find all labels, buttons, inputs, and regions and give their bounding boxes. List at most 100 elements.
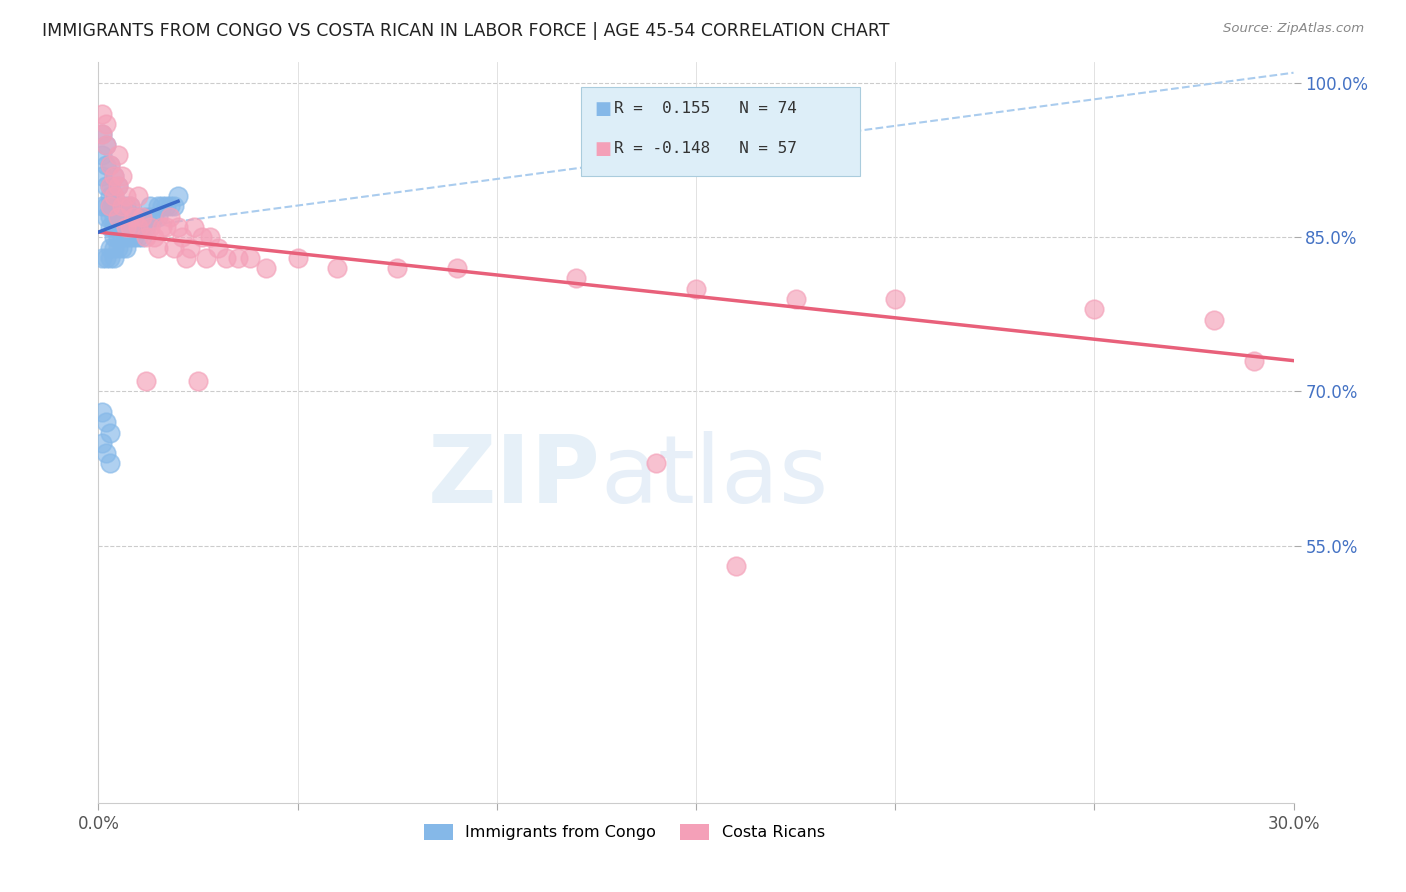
Point [287, 251, 309, 265]
Point [124, 210, 146, 224]
Point [143, 230, 166, 244]
Point [103, 189, 125, 203]
Point [98, 210, 122, 224]
Point [174, 251, 197, 265]
Point [115, 219, 138, 234]
Point [107, 148, 129, 162]
Point [96, 251, 118, 265]
Point [724, 559, 747, 574]
Point [159, 199, 181, 213]
Point [91, 199, 114, 213]
Point [91, 128, 114, 142]
Point [207, 240, 229, 255]
Point [107, 240, 129, 255]
Point [115, 240, 138, 255]
Point [103, 210, 125, 224]
Point [215, 251, 238, 265]
Legend: Immigrants from Congo, Costa Ricans: Immigrants from Congo, Costa Ricans [418, 817, 831, 847]
Point [131, 210, 153, 224]
Point [124, 230, 146, 244]
Point [96, 137, 118, 152]
Point [139, 199, 162, 213]
Point [91, 128, 114, 142]
Point [148, 210, 170, 224]
Point [115, 230, 138, 244]
Point [195, 251, 218, 265]
Point [179, 240, 201, 255]
Point [785, 292, 807, 306]
Point [103, 251, 125, 265]
Point [103, 169, 125, 183]
Point [96, 137, 118, 152]
Point [565, 271, 588, 285]
Point [135, 374, 157, 388]
Point [120, 199, 142, 213]
Point [127, 189, 149, 203]
Point [111, 169, 134, 183]
Point [91, 148, 114, 162]
Point [96, 210, 118, 224]
Point [120, 219, 142, 234]
Point [111, 210, 134, 224]
Point [148, 199, 170, 213]
Point [96, 158, 118, 172]
Point [96, 178, 118, 193]
Point [163, 199, 186, 213]
Text: ■: ■ [595, 100, 612, 118]
Point [111, 199, 134, 213]
Point [98, 158, 122, 172]
Point [127, 219, 149, 234]
Point [107, 178, 129, 193]
Point [135, 230, 157, 244]
Point [127, 230, 149, 244]
Point [98, 457, 122, 471]
Point [91, 251, 114, 265]
Point [191, 230, 214, 244]
Point [107, 210, 129, 224]
Point [135, 219, 157, 234]
Point [884, 292, 907, 306]
Point [115, 199, 138, 213]
Point [91, 405, 114, 419]
Point [124, 219, 146, 234]
Point [150, 199, 173, 213]
Point [91, 436, 114, 450]
Point [172, 230, 194, 244]
Point [135, 210, 157, 224]
Point [96, 117, 118, 131]
Point [96, 415, 118, 429]
Point [111, 240, 134, 255]
Point [111, 219, 134, 234]
Point [127, 210, 149, 224]
Point [120, 199, 142, 213]
Point [127, 219, 149, 234]
Point [326, 261, 349, 276]
Point [155, 199, 177, 213]
Point [103, 230, 125, 244]
Point [143, 210, 166, 224]
Point [155, 219, 177, 234]
Point [167, 219, 190, 234]
Point [103, 189, 125, 203]
Point [1083, 302, 1105, 317]
Text: ■: ■ [595, 140, 612, 158]
Point [254, 261, 277, 276]
Point [103, 169, 125, 183]
Point [226, 251, 249, 265]
Point [98, 189, 122, 203]
Point [107, 199, 129, 213]
Point [91, 107, 114, 121]
Point [98, 219, 122, 234]
Point [96, 446, 118, 460]
Text: atlas: atlas [600, 431, 828, 523]
Point [98, 178, 122, 193]
Point [446, 261, 468, 276]
Point [131, 230, 153, 244]
Point [1202, 312, 1225, 326]
Point [1243, 353, 1265, 368]
Point [198, 230, 221, 244]
Text: IMMIGRANTS FROM CONGO VS COSTA RICAN IN LABOR FORCE | AGE 45-54 CORRELATION CHAR: IMMIGRANTS FROM CONGO VS COSTA RICAN IN … [42, 22, 890, 40]
Point [187, 374, 209, 388]
Text: R = -0.148   N = 57: R = -0.148 N = 57 [614, 141, 797, 156]
Point [103, 219, 125, 234]
